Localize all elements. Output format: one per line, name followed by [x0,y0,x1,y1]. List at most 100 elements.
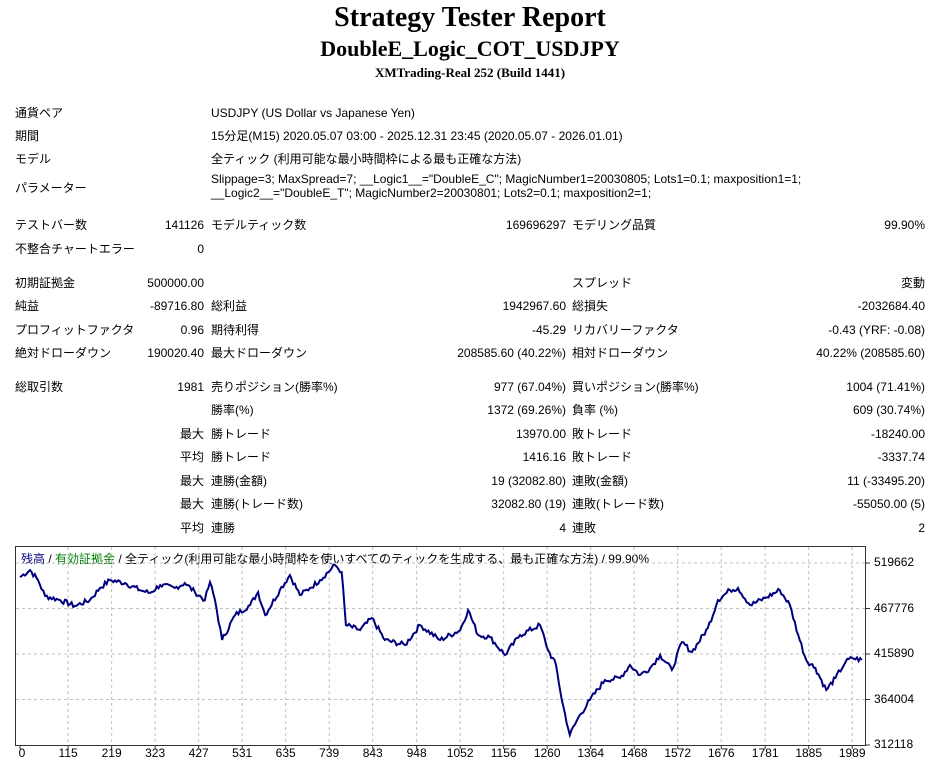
x-tick-label: 531 [232,746,253,760]
info-value-line: Slippage=3; MaxSpread=7; __Logic1__="Dou… [211,172,802,186]
x-tick-label: 1364 [577,746,605,760]
info-label: パラメーター [15,181,87,195]
stat-label: 初期証拠金 [15,276,76,290]
stats-row: 最大 勝トレード 13970.00 敗トレード -18240.00 [0,424,940,444]
stats-row: 勝率(%) 1372 (69.26%) 負率 (%) 609 (30.74%) [0,400,940,420]
stat-value: 977 (67.04%) [493,380,566,394]
stat-value: 0.96 [180,323,204,337]
stat-label: プロフィットファクタ [15,323,135,337]
x-tick-label: 115 [58,746,78,760]
x-tick-label: 1468 [620,746,648,760]
y-tick-label: 519662 [874,555,915,569]
stats-row: 平均 勝トレード 1416.16 敗トレード -3337.74 [0,447,940,467]
stat-value: 141126 [164,218,204,232]
stats-row: 平均 連勝 4 連敗 2 [0,518,940,538]
y-tick-label: 415890 [874,646,915,660]
server-build: XMTrading-Real 252 (Build 1441) [374,65,566,80]
stat-label: 総利益 [211,299,248,313]
stats-row: テストバー数 141126 モデルティック数 169696297 モデリング品質 99.9… [0,215,940,235]
x-tick-label: 323 [145,746,166,760]
expert-name: DoubleE_Logic_COT_USDJPY [320,36,620,61]
x-tick-label: 1989 [838,746,866,760]
info-value: USDJPY (US Dollar vs Japanese Yen) [211,106,415,120]
stat-label: 純益 [15,299,40,313]
stats-row: 純益 -89716.80 総利益 1942967.60 総損失 -2032684.40 [0,296,940,316]
stat-value: 208585.60 (40.22%) [457,346,566,360]
x-tick-label: 1781 [751,746,779,760]
stat-label: 敗トレード [572,427,633,441]
y-tick-label: 364004 [874,691,915,706]
stat-value: -0.43 (YRF: -0.08) [828,323,925,337]
stat-label: スプレッド [572,276,633,290]
stats-row: 総取引数 1981 売りポジション(勝率%) 977 (67.04%) 買いポジション(… [0,377,940,397]
x-tick-label: 1572 [664,746,692,760]
stat-label: 不整合チャートエラー [15,242,135,256]
stat-value: 1004 (71.41%) [846,380,925,394]
stat-label: 連敗(金額) [572,474,628,488]
stat-label: 勝トレード [211,427,272,441]
stat-value: 500000.00 [147,276,204,290]
stat-value: 最大 [179,474,204,488]
stat-label: 負率 (%) [572,403,618,417]
x-tick-label: 1260 [533,746,561,760]
info-label: 通貨ペア [15,106,64,120]
stat-label: 絶対ドローダウン [15,346,112,360]
stat-value: 平均 [179,521,204,535]
stat-value: 最大 [179,497,204,511]
stat-value: 変動 [900,276,925,290]
stat-value: -18240.00 [870,427,925,441]
stat-value: 1416.16 [522,450,566,464]
info-row: モデル 全ティック (利用可能な最小時間枠による最も正確な方法) [0,149,940,169]
report-title: Strategy Tester Report [334,2,606,33]
stat-value: 169696297 [505,218,566,232]
stat-value: 32082.80 (19) [491,497,566,511]
info-value-line: __Logic2__="DoubleE_T"; MagicNumber2=200… [211,186,652,200]
stat-label: 連敗 [572,521,597,535]
x-tick-label: 1676 [707,746,735,760]
stats-row: 絶対ドローダウン 190020.40 最大ドローダウン 208585.60 (40.2… [0,343,940,363]
info-row: 通貨ペア USDJPY (US Dollar vs Japanese Yen) [0,103,940,123]
stat-value: -3337.74 [877,450,925,464]
stat-value: 99.90% [884,218,925,232]
stats-row: 最大 連勝(トレード数) 32082.80 (19) 連敗(トレード数) -55050.… [0,494,940,514]
y-tick-label: 312118 [874,737,914,751]
stat-label: 勝率(%) [211,403,254,417]
stats-row: 最大 連勝(金額) 19 (32082.80) 連敗(金額) 11 (-33495.20… [0,471,940,491]
stat-label: テストバー数 [15,218,88,232]
stat-label: リカバリーファクタ [572,323,679,337]
x-tick-label: 843 [362,746,383,760]
info-label: モデル [15,152,52,166]
info-value: 全ティック (利用可能な最小時間枠による最も正確な方法) [211,152,522,166]
stat-value: 1372 (69.26%) [487,403,566,417]
info-row: パラメーター Slippage=3; MaxSpread=7; __Logic1_… [0,172,940,200]
stat-label: 総取引数 [15,380,64,394]
legend-balance: 残高 [21,552,46,566]
stat-value: 最大 [179,427,204,441]
info-value: 15分足(M15) 2020.05.07 03:00 - 2025.12.31 … [211,129,623,143]
x-tick-label: 1885 [795,746,823,760]
y-tick-label: 467776 [874,600,915,615]
x-tick-label: 1156 [490,746,517,760]
stat-label: モデルティック数 [211,218,307,232]
stat-label: 売りポジション(勝率%) [211,380,338,394]
stat-label: 連敗(トレード数) [572,497,664,511]
x-tick-label: 948 [406,746,427,760]
stat-label: 相対ドローダウン [572,346,669,360]
stat-label: 勝トレード [211,450,272,464]
stat-value: 13970.00 [515,427,566,441]
info-row: 期間 15分足(M15) 2020.05.07 03:00 - 2025.12.3… [0,126,940,146]
stat-value: -55050.00 (5) [852,497,925,511]
stat-label: 連勝(金額) [211,474,267,488]
stat-label: 敗トレード [572,450,633,464]
stat-value: 609 (30.74%) [852,403,925,417]
stat-value: 11 (-33495.20) [847,474,925,488]
stat-label: 連勝 [211,521,236,535]
stat-label: 最大ドローダウン [211,346,308,360]
x-tick-label: 219 [101,746,122,760]
stat-value: 1981 [177,380,204,394]
info-label: 期間 [15,129,40,143]
x-tick-label: 0 [18,746,26,760]
stat-label: 連勝(トレード数) [211,497,303,511]
stat-value: 平均 [179,450,204,464]
